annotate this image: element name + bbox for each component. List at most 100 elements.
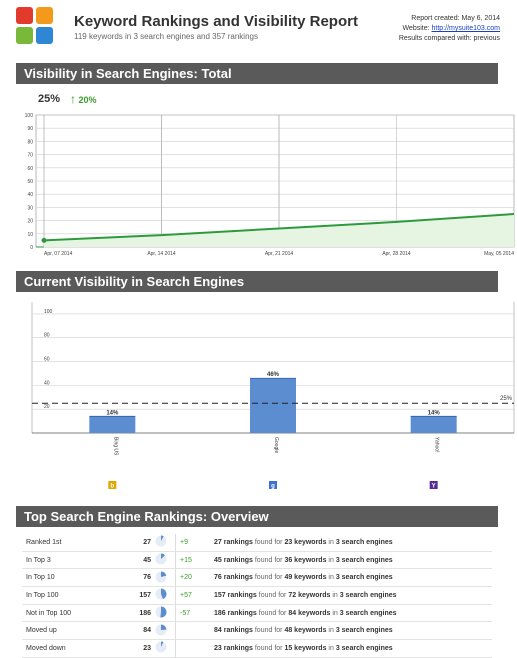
row-pie [151, 621, 176, 641]
row-count: 27 [126, 534, 151, 552]
row-count: 76 [126, 568, 151, 588]
rankings-count: 27 rankings [214, 538, 253, 546]
y-tick-label: 20 [27, 219, 33, 225]
y-tick-label: 10 [27, 232, 33, 238]
row-count: 84 [126, 621, 151, 641]
y-tick-label: 100 [25, 113, 34, 119]
row-change: +15 [175, 551, 214, 570]
in-text: in [326, 574, 336, 582]
rankings-count: 186 rankings [214, 609, 257, 617]
table-row: In Top 3 45 +15 45 rankings found for 36 ke… [22, 551, 492, 570]
row-change: +9 [175, 534, 214, 552]
row-change [175, 621, 214, 641]
row-label: Not in Top 100 [22, 604, 126, 623]
table-row: In Top 100 157 +57 157 rankings found for 7… [22, 586, 492, 605]
table-row: Ranked 1st 27 +9 27 rankings found for 23 k… [22, 534, 492, 552]
arrow-up-icon: ↑ [70, 92, 76, 106]
y-tick-label: 60 [44, 357, 50, 363]
search-engine-icon [429, 481, 438, 489]
row-description: 45 rankings found for 36 keywords in 3 s… [214, 551, 492, 570]
table-row: Moved down 23 23 rankings found for 15 key… [22, 639, 492, 658]
in-text: in [330, 591, 340, 599]
in-text: in [326, 644, 336, 652]
bar [410, 416, 457, 433]
engines-count: 3 search engines [339, 609, 397, 617]
y-tick-label: 40 [44, 380, 50, 386]
row-pie [151, 586, 176, 605]
search-engine-icon [269, 481, 277, 489]
pie-chart-icon [155, 553, 167, 565]
row-description: 157 rankings found for 72 keywords in 3 … [214, 586, 492, 605]
website-label: Website: [402, 25, 430, 32]
keywords-count: 72 keywords [288, 591, 331, 599]
total-visibility-change: ↑ 20% [70, 92, 97, 106]
pie-chart-icon [155, 606, 167, 618]
pie-slice [161, 624, 167, 630]
section-header-overview: Top Search Engine Rankings: Overview [16, 506, 498, 527]
rankings-count: 84 rankings [214, 627, 253, 635]
report-title: Keyword Rankings and Visibility Report [74, 13, 358, 30]
rankings-count: 76 rankings [214, 574, 253, 582]
table-row: Moved up 84 84 rankings found for 48 keywo… [22, 621, 492, 641]
keywords-count: 15 keywords [284, 644, 327, 652]
pie-slice [161, 588, 167, 600]
search-engine-icon-glyph: g [271, 484, 275, 490]
row-change: +57 [175, 586, 214, 605]
keywords-count: 49 keywords [284, 574, 327, 582]
series-line [43, 213, 515, 242]
rankings-count: 23 rankings [214, 644, 253, 652]
total-visibility-value: 25% [38, 93, 61, 105]
found-for-text: found for [256, 591, 289, 599]
y-tick-label: 90 [27, 126, 33, 132]
y-tick-label: 20 [44, 404, 50, 410]
pie-chart-icon [155, 624, 167, 636]
report-subtitle: 119 keywords in 3 search engines and 357… [74, 32, 258, 41]
pie-chart-icon [155, 641, 167, 653]
search-engine-icon-glyph: Y [432, 484, 436, 490]
engines-count: 3 search engines [339, 591, 397, 599]
row-description: 76 rankings found for 49 keywords in 3 s… [214, 568, 492, 588]
y-tick-label: 0 [30, 245, 33, 251]
pie-slice [160, 606, 167, 618]
keywords-count: 23 keywords [284, 538, 327, 546]
x-tick-label: Yahoo! [434, 437, 440, 452]
bar [89, 416, 136, 433]
in-text: in [326, 556, 336, 564]
found-for-text: found for [252, 556, 285, 564]
engines-count: 3 search engines [335, 644, 393, 652]
pie-slice [161, 553, 166, 560]
y-tick-label: 60 [27, 166, 33, 172]
app-logo [16, 7, 54, 45]
row-change: +20 [175, 568, 214, 588]
x-tick-label: Apr, 21 2014 [265, 251, 294, 257]
y-tick-label: 30 [27, 205, 33, 211]
table-row: Not in Top 100 186 -57 186 rankings found f… [22, 604, 492, 623]
data-label: 46% [267, 372, 280, 378]
rankings-count: 45 rankings [214, 556, 253, 564]
x-tick-label: Apr, 28 2014 [382, 251, 411, 257]
pie-slice [161, 641, 164, 648]
reference-label: 25% [500, 396, 513, 402]
row-description: 84 rankings found for 48 keywords in 3 s… [214, 621, 492, 641]
row-pie [151, 534, 176, 552]
y-tick-label: 70 [27, 153, 33, 159]
section-header-current: Current Visibility in Search Engines [16, 271, 498, 292]
website-link[interactable]: http://mysuite103.com [431, 25, 500, 32]
keywords-count: 48 keywords [284, 627, 327, 635]
in-text: in [330, 609, 340, 617]
current-visibility-bar-chart: 20 40 60 80 100 14% Bing US b 46% Google g 14% Yahoo… [31, 302, 515, 490]
rankings-count: 157 rankings [214, 591, 257, 599]
visibility-line-chart: 0 10 20 30 40 50 60 70 80 90 100 Apr, 07 2014 Apr, 1… [25, 113, 515, 257]
row-change: -57 [175, 604, 214, 623]
x-tick-label: Apr, 07 2014 [44, 251, 73, 257]
keywords-count: 84 keywords [288, 609, 331, 617]
pie-slice [161, 571, 167, 577]
found-for-text: found for [252, 644, 285, 652]
website-line: Website: http://mysuite103.com [399, 24, 500, 34]
pie-chart-icon [155, 588, 167, 600]
search-engine-icon-glyph: b [110, 484, 114, 490]
table-row: In Top 10 76 +20 76 rankings found for 49 k… [22, 568, 492, 588]
report-created: Report created: May 6, 2014 [411, 15, 500, 22]
engines-count: 3 search engines [335, 556, 393, 564]
found-for-text: found for [252, 538, 285, 546]
